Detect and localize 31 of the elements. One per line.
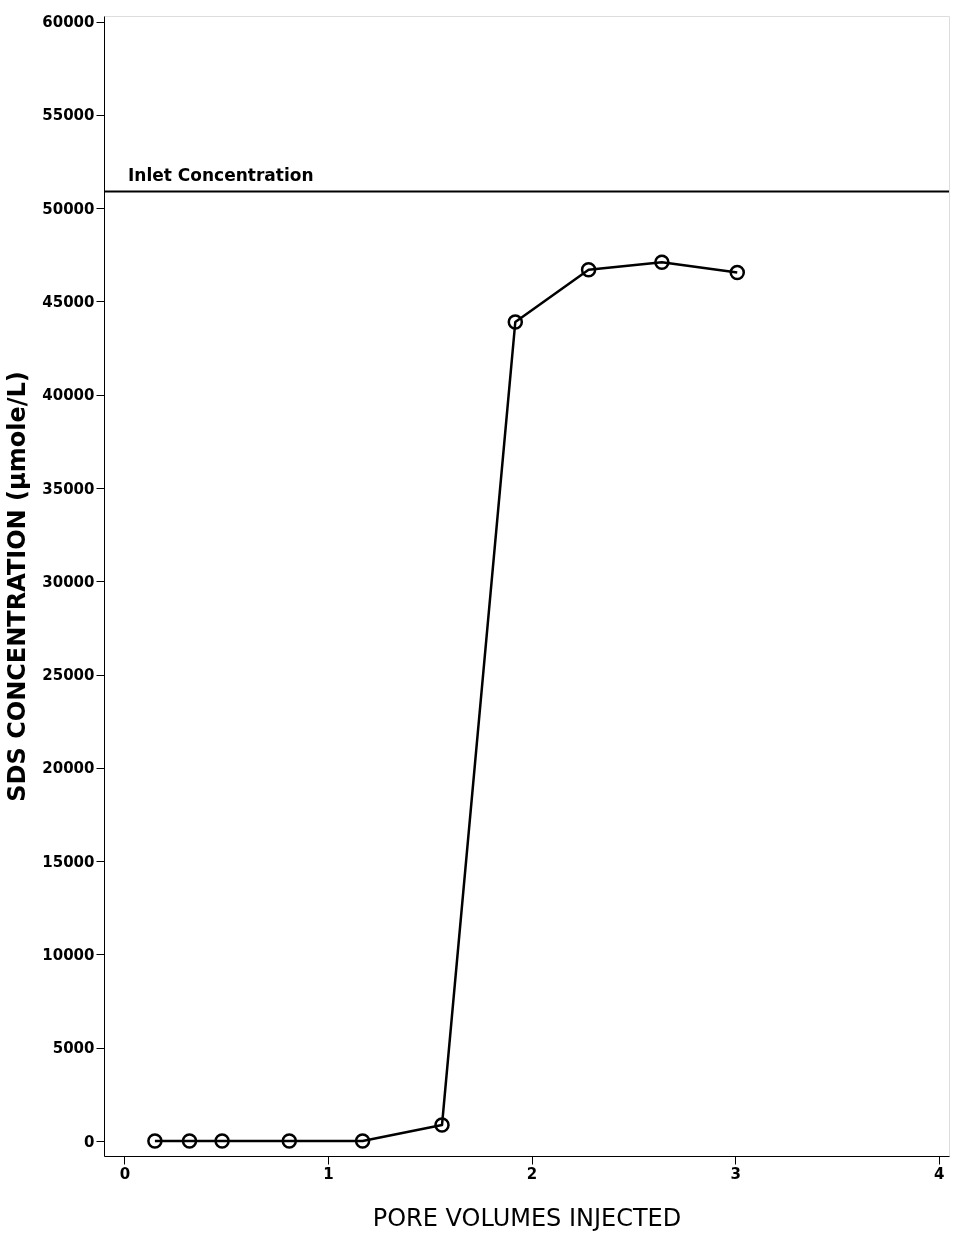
point — [354, 1133, 371, 1149]
point — [434, 1117, 450, 1133]
y-tick-label: 15000 — [42, 852, 95, 871]
y-tick-label: 40000 — [42, 386, 95, 405]
y-tick-label: 55000 — [42, 106, 95, 125]
point — [147, 1133, 163, 1149]
point — [281, 1133, 298, 1149]
y-tick-label: 30000 — [42, 572, 95, 591]
point — [214, 1133, 230, 1149]
y-tick-label: 50000 — [42, 199, 95, 218]
point — [580, 261, 597, 278]
y-tick-label: 5000 — [52, 1039, 95, 1058]
ref-line-label: Inlet Concentration — [128, 165, 314, 186]
y-tick-label: 10000 — [42, 945, 95, 964]
y-axis-title: SDS CONCENTRATION (μmole/L) — [3, 371, 32, 802]
x-axis-title: PORE VOLUMES INJECTED — [372, 1203, 682, 1232]
x-tick-label: 0 — [119, 1164, 131, 1183]
y-tick-label: 0 — [84, 1132, 95, 1151]
y-tick-label: 25000 — [42, 666, 95, 685]
x-tick-label: 2 — [526, 1164, 538, 1183]
y-tick-label: 60000 — [42, 13, 95, 32]
point — [507, 314, 524, 330]
y-tick-label: 35000 — [42, 479, 95, 498]
y-tick-label: 20000 — [42, 759, 95, 778]
point — [654, 254, 670, 271]
x-tick-label: 4 — [934, 1164, 945, 1183]
y-tick-label: 45000 — [42, 292, 95, 311]
point — [181, 1133, 198, 1149]
x-tick-label: 1 — [323, 1164, 334, 1183]
x-tick-label: 3 — [730, 1164, 741, 1183]
point — [729, 264, 746, 281]
